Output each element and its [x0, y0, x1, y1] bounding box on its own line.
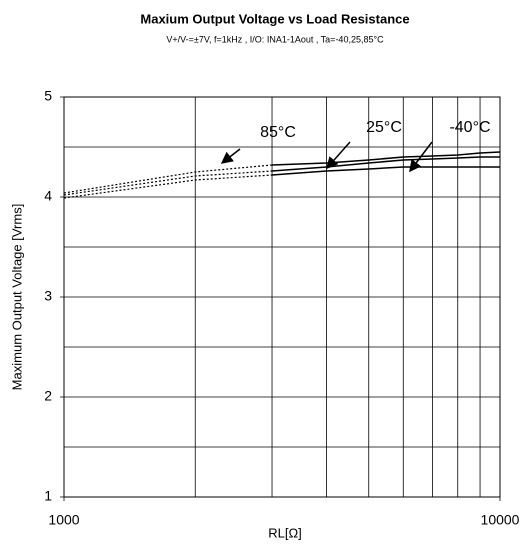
series-label: 25°C [366, 119, 402, 136]
x-axis-label: RL[Ω] [268, 525, 302, 540]
line-extrapolated [63, 174, 273, 199]
annotation-arrow [409, 141, 433, 173]
line-extrapolated [63, 170, 273, 196]
line [271, 151, 501, 166]
annotation-arrow [326, 141, 351, 170]
plot-frame [63, 96, 501, 498]
y-tick-label: 4 [44, 188, 52, 204]
series-label: 85°C [260, 124, 296, 141]
y-tick-label: 5 [44, 88, 52, 104]
y-axis-label: Maximum Output Voltage [Vrms] [9, 204, 24, 391]
series-label: -40°C [449, 119, 490, 136]
chart-title: Maxium Output Voltage vs Load Resistance [140, 11, 409, 26]
x-tick-label: 1000 [48, 512, 79, 528]
y-tick-label: 2 [44, 388, 52, 404]
chart-subtitle: V+/V-=±7V, f=1kHz , I/O: INA1-1Aout , Ta… [166, 34, 384, 44]
x-tick-label: 10000 [481, 512, 520, 528]
y-tick-label: 1 [44, 488, 52, 504]
y-tick-label: 3 [44, 288, 52, 304]
annotation-arrow [220, 148, 241, 164]
line-extrapolated [63, 164, 273, 194]
